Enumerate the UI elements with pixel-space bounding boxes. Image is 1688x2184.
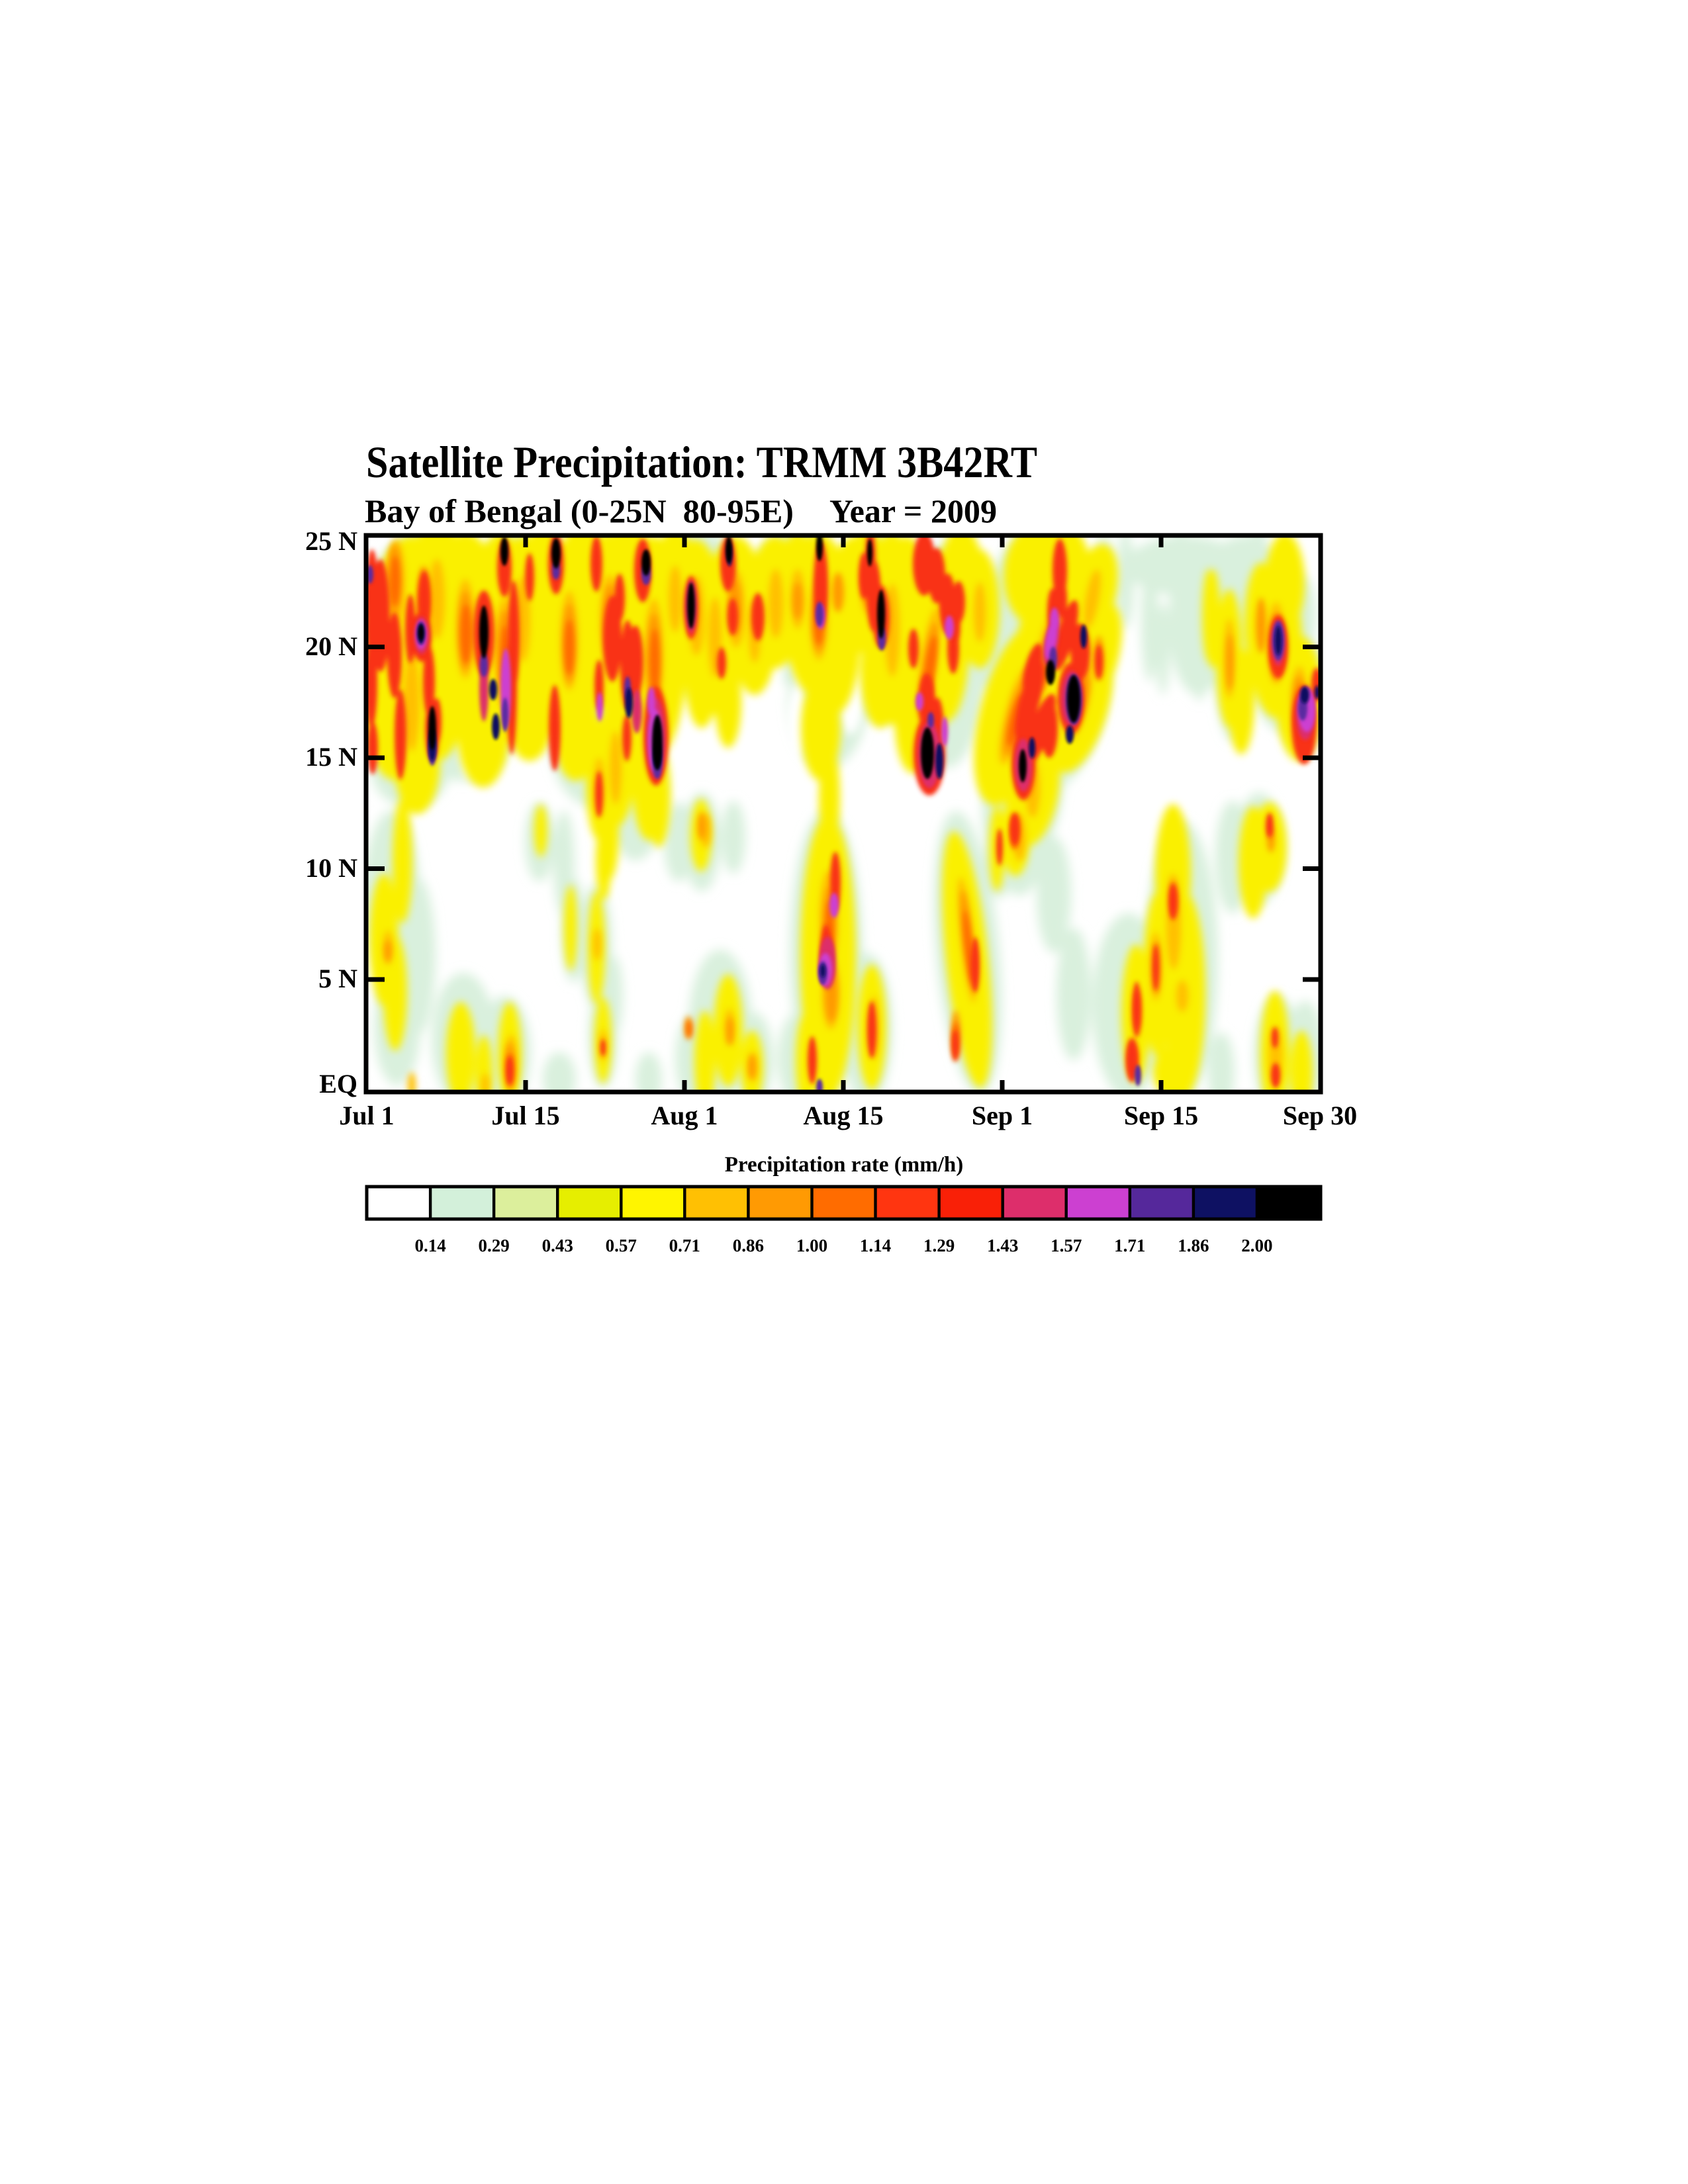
- svg-text:5 N: 5 N: [318, 964, 357, 993]
- svg-text:2.00: 2.00: [1241, 1236, 1272, 1255]
- svg-text:1.14: 1.14: [860, 1236, 891, 1255]
- svg-text:0.43: 0.43: [542, 1236, 573, 1255]
- svg-text:0.71: 0.71: [669, 1236, 700, 1255]
- svg-text:20 N: 20 N: [305, 631, 357, 661]
- svg-text:Aug 1: Aug 1: [651, 1101, 718, 1130]
- svg-text:Bay of Bengal (0-25N 80-95E): Bay of Bengal (0-25N 80-95E): [365, 492, 794, 529]
- svg-text:15 N: 15 N: [305, 742, 357, 772]
- svg-text:Precipitation rate (mm/h): Precipitation rate (mm/h): [725, 1153, 963, 1177]
- svg-text:Sep 1: Sep 1: [972, 1101, 1033, 1130]
- svg-text:Sep 15: Sep 15: [1124, 1101, 1198, 1130]
- svg-text:EQ: EQ: [319, 1069, 357, 1099]
- svg-text:Satellite Precipitation: TRMM: Satellite Precipitation: TRMM 3B42RT: [366, 437, 1037, 487]
- svg-text:0.29: 0.29: [478, 1236, 509, 1255]
- svg-text:0.14: 0.14: [414, 1236, 445, 1255]
- svg-text:1.71: 1.71: [1114, 1236, 1145, 1255]
- svg-text:1.00: 1.00: [796, 1236, 827, 1255]
- svg-text:Jul 15: Jul 15: [491, 1101, 559, 1130]
- svg-text:1.43: 1.43: [987, 1236, 1018, 1255]
- svg-text:0.57: 0.57: [606, 1236, 637, 1255]
- svg-text:Jul 1: Jul 1: [339, 1101, 394, 1130]
- svg-text:1.29: 1.29: [923, 1236, 955, 1255]
- svg-text:1.57: 1.57: [1051, 1236, 1082, 1255]
- svg-text:0.86: 0.86: [733, 1236, 764, 1255]
- svg-text:Sep 30: Sep 30: [1283, 1101, 1357, 1130]
- svg-text:25 N: 25 N: [305, 526, 357, 556]
- svg-text:Year = 2009: Year = 2009: [829, 492, 997, 529]
- svg-text:10 N: 10 N: [305, 853, 357, 883]
- svg-text:Aug 15: Aug 15: [803, 1101, 883, 1130]
- svg-text:1.86: 1.86: [1178, 1236, 1209, 1255]
